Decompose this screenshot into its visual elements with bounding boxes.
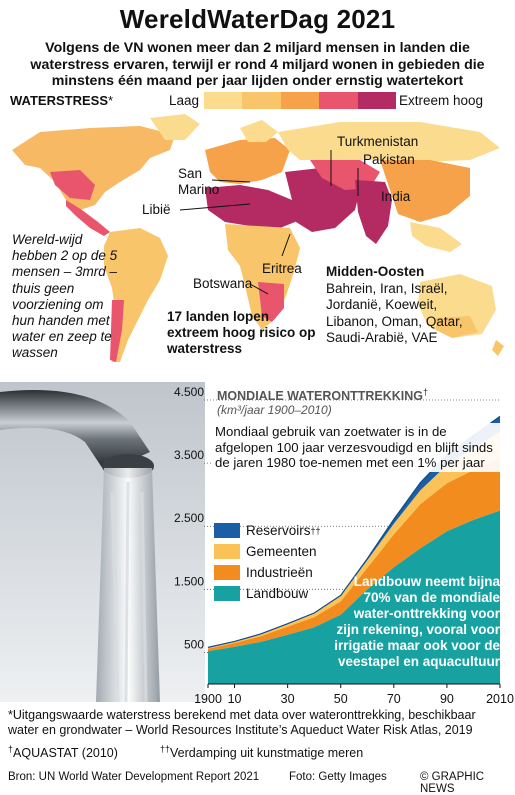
waterstress-color-scale xyxy=(204,92,397,109)
chart-annotation: Mondiaal gebruik van zoetwater is in de … xyxy=(212,423,508,472)
chart-title-text: Mondiale Wateronttrekking xyxy=(217,389,424,404)
handwashing-note: Wereld-wijd hebben 2 op de 5 mensen – 3m… xyxy=(12,232,118,361)
x-tick-label-2010: 2010 xyxy=(486,692,514,706)
pointer-san-marino xyxy=(211,179,251,183)
x-tick-label-1990: 90 xyxy=(440,692,454,706)
label-india: India xyxy=(381,189,411,204)
legend-item-gemeenten: Gemeenten xyxy=(214,541,321,562)
label-turkmenistan: Turkmenistan xyxy=(337,134,419,149)
x-tick-label-1910: 10 xyxy=(228,692,242,706)
footnote-reservoirs-text: Verdamping uit kunstmatige meren xyxy=(170,746,364,761)
legend-swatch-reservoirs xyxy=(214,523,240,538)
scale-swatch-2 xyxy=(242,92,281,109)
brand-credit: © GRAPHIC NEWS xyxy=(420,771,485,795)
y-tick-label-500: 500 xyxy=(184,637,204,651)
legend-item-reservoirs: Reservoirs †† xyxy=(214,520,321,541)
area-gemeenten xyxy=(208,431,500,649)
x-tick-label-1970: 70 xyxy=(387,692,401,706)
legend-label-reservoirs: Reservoirs xyxy=(246,523,311,538)
faucet-photo xyxy=(0,382,205,702)
map-new-zealand xyxy=(492,340,504,356)
waterstress-title-text: Waterstress xyxy=(10,93,108,108)
legend-mark-reservoirs: †† xyxy=(310,525,321,536)
legend-swatch-landbouw xyxy=(214,586,240,601)
map-north-america xyxy=(12,126,175,210)
footnote-aquastat-mark: † xyxy=(8,744,14,754)
scale-swatch-4 xyxy=(319,92,358,109)
map-southeast-asia xyxy=(410,222,462,252)
label-san-marino: San Marino xyxy=(178,166,220,197)
footnote-waterstress: *Uitgangswaarde waterstress berekend met… xyxy=(8,708,476,737)
chart-legend: Reservoirs †† Gemeenten Industrieën Landb… xyxy=(214,520,321,604)
waterstress-title: Waterstress* xyxy=(10,93,113,108)
page-title: WereldWaterDag 2021 xyxy=(119,4,396,34)
pointer-eritrea xyxy=(281,233,291,257)
map-south-asia xyxy=(355,180,392,244)
middle-east-list: Bahrein, Iran, Israël, Jordanië, Koeweit… xyxy=(326,281,463,345)
footnote-reservoirs-mark: †† xyxy=(160,744,171,754)
legend-item-industrieen: Industrieën xyxy=(214,562,321,583)
pointer-libie xyxy=(179,203,251,211)
map-usa-west xyxy=(50,170,95,200)
scale-swatch-1 xyxy=(204,92,243,109)
legend-high-label: Extreem hoog xyxy=(399,93,484,108)
scale-swatch-3 xyxy=(280,92,320,109)
map-east-asia xyxy=(380,160,470,222)
legend-label-landbouw: Landbouw xyxy=(246,586,309,601)
map-europe xyxy=(205,138,290,184)
footnote-aquastat: †AQUASTAT (2010) xyxy=(8,744,118,760)
legend-swatch-industrieen xyxy=(214,565,240,580)
chart-unit: (km³/jaar 1900–2010) xyxy=(217,403,332,417)
label-libie: Libië xyxy=(142,202,171,217)
label-eritrea: Eritrea xyxy=(262,261,302,276)
chart-title: Mondiale Wateronttrekking† xyxy=(217,387,428,403)
label-pakistan: Pakistan xyxy=(363,152,415,167)
legend-item-landbouw: Landbouw xyxy=(214,583,321,604)
waterstress-title-mark: * xyxy=(108,93,114,108)
world-map xyxy=(12,114,504,362)
pointer-botswana xyxy=(249,283,269,295)
extreme-risk-note: 17 landen lopen extreem hoog risico op w… xyxy=(167,309,316,356)
map-australia-south xyxy=(436,316,478,338)
footnote-reservoirs: ††Verdamping uit kunstmatige meren xyxy=(160,744,363,760)
x-tick-label-1950: 50 xyxy=(334,692,348,706)
map-scandinavia xyxy=(240,120,278,142)
legend-label-industrieen: Industrieën xyxy=(246,565,313,580)
x-tick-label-1900: 1900 xyxy=(194,692,222,706)
y-tick-label-1500: 1.500 xyxy=(174,574,204,588)
middle-east-title: Midden-Oosten xyxy=(326,264,425,279)
label-botswana: Botswana xyxy=(193,276,253,291)
area-landbouw xyxy=(208,510,500,684)
y-tick-label-2500: 2.500 xyxy=(174,511,204,525)
source-text: Bron: UN World Water Development Report … xyxy=(8,771,260,783)
faucet-illustration xyxy=(0,382,205,702)
map-chile-argentina xyxy=(110,300,124,362)
legend-swatch-gemeenten xyxy=(214,544,240,559)
legend-label-gemeenten: Gemeenten xyxy=(246,544,317,559)
scale-swatch-5 xyxy=(357,92,397,109)
y-tick-label-4500: 4.500 xyxy=(174,385,204,399)
agriculture-note: Landbouw neemt bijna 70% van de mondiale… xyxy=(334,574,500,669)
legend-low-label: Laag xyxy=(169,93,200,108)
footnote-aquastat-text: AQUASTAT (2010) xyxy=(13,746,118,761)
page-subtitle: Volgens de VN wonen meer dan 2 miljard m… xyxy=(30,40,485,89)
x-tick-label-1930: 30 xyxy=(281,692,295,706)
map-greenland xyxy=(150,114,200,140)
map-central-america xyxy=(66,200,110,236)
y-tick-label-3500: 3.500 xyxy=(174,448,204,462)
map-russia xyxy=(278,122,500,162)
chart-title-mark: † xyxy=(423,387,429,397)
photo-credit: Foto: Getty Images xyxy=(289,771,387,783)
area-industrien xyxy=(208,458,500,652)
map-north-africa xyxy=(205,185,300,228)
